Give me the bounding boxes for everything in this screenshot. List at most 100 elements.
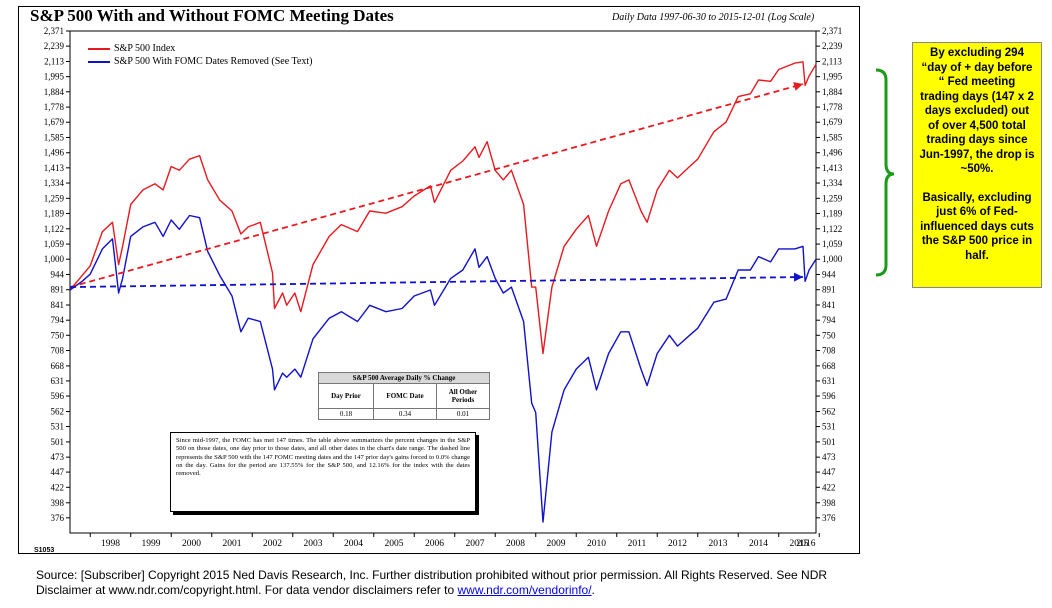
- y-tick-label-right: 596: [822, 391, 836, 401]
- footer-line-2-end: .: [591, 583, 595, 597]
- footer-line-1: Source: [Subscriber] Copyright 2015 Ned …: [36, 568, 828, 582]
- legend-label-fomc-removed: S&P 500 With FOMC Dates Removed (See Tex…: [114, 56, 313, 67]
- chart-code: S1053: [34, 547, 55, 554]
- y-tick-label-right: 376: [822, 513, 836, 523]
- y-tick-label-right: 1,413: [822, 163, 843, 173]
- series-sp500-line: [69, 61, 817, 355]
- stats-header-fomc-date: FOMC Date: [373, 383, 437, 409]
- y-tick-label-left: 944: [51, 269, 65, 279]
- y-tick-label-left: 1,059: [44, 239, 65, 249]
- y-tick-label-right: 668: [822, 361, 836, 371]
- x-tick-label: 2013: [708, 539, 727, 549]
- y-tick-label-left: 1,778: [44, 102, 65, 112]
- y-tick-label-left: 631: [51, 376, 65, 386]
- plot-area: [69, 30, 817, 534]
- y-tick-label-right: 531: [822, 422, 836, 432]
- y-tick-label-left: 2,113: [44, 56, 64, 66]
- green-brace: [875, 68, 895, 277]
- chart-title: S&P 500 With and Without FOMC Meeting Da…: [30, 6, 394, 25]
- footer-line-2-text: Disclaimer at www.ndr.com/copyright.html…: [36, 583, 458, 597]
- y-tick-label-left: 531: [51, 422, 65, 432]
- x-tick-label: 2002: [263, 539, 282, 549]
- x-tick-label: 2016: [797, 539, 816, 549]
- y-tick-label-left: 376: [51, 513, 65, 523]
- y-tick-label-left: 794: [51, 315, 65, 325]
- footer-source: Source: [Subscriber] Copyright 2015 Ned …: [36, 568, 1046, 598]
- stats-header-day-prior: Day Prior: [318, 383, 374, 409]
- y-tick-label-left: 750: [51, 330, 65, 340]
- y-tick-label-left: 891: [51, 285, 65, 295]
- dashed-arrowhead-sp500: [793, 82, 803, 91]
- x-tick-label: 2007: [465, 539, 484, 549]
- x-tick-label: 2012: [668, 539, 687, 549]
- y-tick-label-right: 1,122: [822, 224, 842, 234]
- x-tick-label: 1999: [141, 539, 160, 549]
- x-tick-label: 2000: [182, 539, 201, 549]
- y-tick-label-right: 1,679: [822, 117, 843, 127]
- x-tick-label: 1998: [101, 539, 120, 549]
- x-tick-label: 2006: [425, 539, 444, 549]
- y-tick-label-right: 841: [822, 300, 836, 310]
- series-fomc-removed-line: [69, 214, 817, 523]
- legend-swatch-red: [88, 47, 110, 50]
- legend-label-sp500: S&P 500 Index: [114, 43, 176, 54]
- y-tick-label-right: 2,239: [822, 41, 843, 51]
- x-tick-label: 2005: [384, 539, 403, 549]
- x-tick-label: 2008: [506, 539, 525, 549]
- y-tick-label-right: 562: [822, 407, 836, 417]
- y-tick-label-left: 708: [51, 346, 65, 356]
- y-tick-label-left: 596: [51, 391, 65, 401]
- y-tick-label-left: 1,122: [44, 224, 64, 234]
- x-tick-label: 2004: [344, 539, 363, 549]
- y-tick-label-left: 1,995: [44, 72, 65, 82]
- y-tick-label-left: 1,884: [44, 87, 65, 97]
- y-tick-label-left: 841: [51, 300, 65, 310]
- y-tick-label-right: 398: [822, 498, 836, 508]
- y-tick-label-right: 891: [822, 285, 836, 295]
- vendor-info-link[interactable]: www.ndr.com/vendorinfo/: [457, 583, 592, 597]
- y-tick-label-right: 1,059: [822, 239, 843, 249]
- y-tick-label-right: 750: [822, 330, 836, 340]
- y-tick-label-left: 1,413: [44, 163, 65, 173]
- y-tick-label-right: 1,884: [822, 87, 843, 97]
- y-tick-label-right: 422: [822, 482, 836, 492]
- x-tick-label: 2011: [628, 539, 647, 549]
- y-tick-label-right: 944: [822, 269, 836, 279]
- x-tick-label: 2003: [303, 539, 322, 549]
- y-tick-label-right: 501: [822, 437, 836, 447]
- x-tick-label: 2015: [789, 539, 808, 549]
- legend: S&P 500 Index S&P 500 With FOMC Dates Re…: [88, 42, 312, 68]
- y-tick-label-right: 1,585: [822, 132, 843, 142]
- y-tick-label-left: 501: [51, 437, 65, 447]
- x-tick-label: 2014: [749, 539, 768, 549]
- y-tick-label-right: 1,496: [822, 148, 843, 158]
- y-tick-label-right: 708: [822, 346, 836, 356]
- x-tick-label: 2009: [546, 539, 565, 549]
- y-tick-label-right: 794: [822, 315, 836, 325]
- dashed-line-sp500: [69, 83, 804, 288]
- y-tick-label-right: 1,000: [822, 254, 843, 264]
- y-tick-label-right: 1,259: [822, 193, 843, 203]
- y-tick-label-left: 2,371: [44, 26, 64, 36]
- y-tick-label-left: 473: [51, 452, 65, 462]
- y-tick-label-left: 398: [51, 498, 65, 508]
- y-tick-label-right: 2,371: [822, 26, 842, 36]
- stats-header-other: All Other Periods: [436, 383, 490, 409]
- callout-box: By excluding 294 “day of + day before “ …: [912, 42, 1042, 288]
- y-tick-label-left: 2,239: [44, 41, 65, 51]
- dashed-line-fomc-removed: [69, 276, 804, 288]
- y-tick-label-right: 1,995: [822, 72, 843, 82]
- y-tick-label-left: 562: [51, 407, 65, 417]
- y-tick-label-left: 1,259: [44, 193, 65, 203]
- x-tick-label: 2001: [222, 539, 241, 549]
- y-tick-label-right: 473: [822, 452, 836, 462]
- legend-item-sp500: S&P 500 Index: [88, 42, 312, 55]
- y-tick-label-left: 1,496: [44, 148, 65, 158]
- callout-text-2: Basically, excluding just 6% of Fed-infl…: [920, 191, 1034, 262]
- legend-item-fomc-removed: S&P 500 With FOMC Dates Removed (See Tex…: [88, 55, 312, 68]
- stats-table: S&P 500 Average Daily % Change Day Prior…: [318, 372, 490, 420]
- chart-note: Since mid-1997, the FOMC has met 147 tim…: [170, 432, 476, 512]
- y-tick-label-left: 1,189: [44, 208, 65, 218]
- stats-value-fomc-date: 0.34: [373, 408, 437, 420]
